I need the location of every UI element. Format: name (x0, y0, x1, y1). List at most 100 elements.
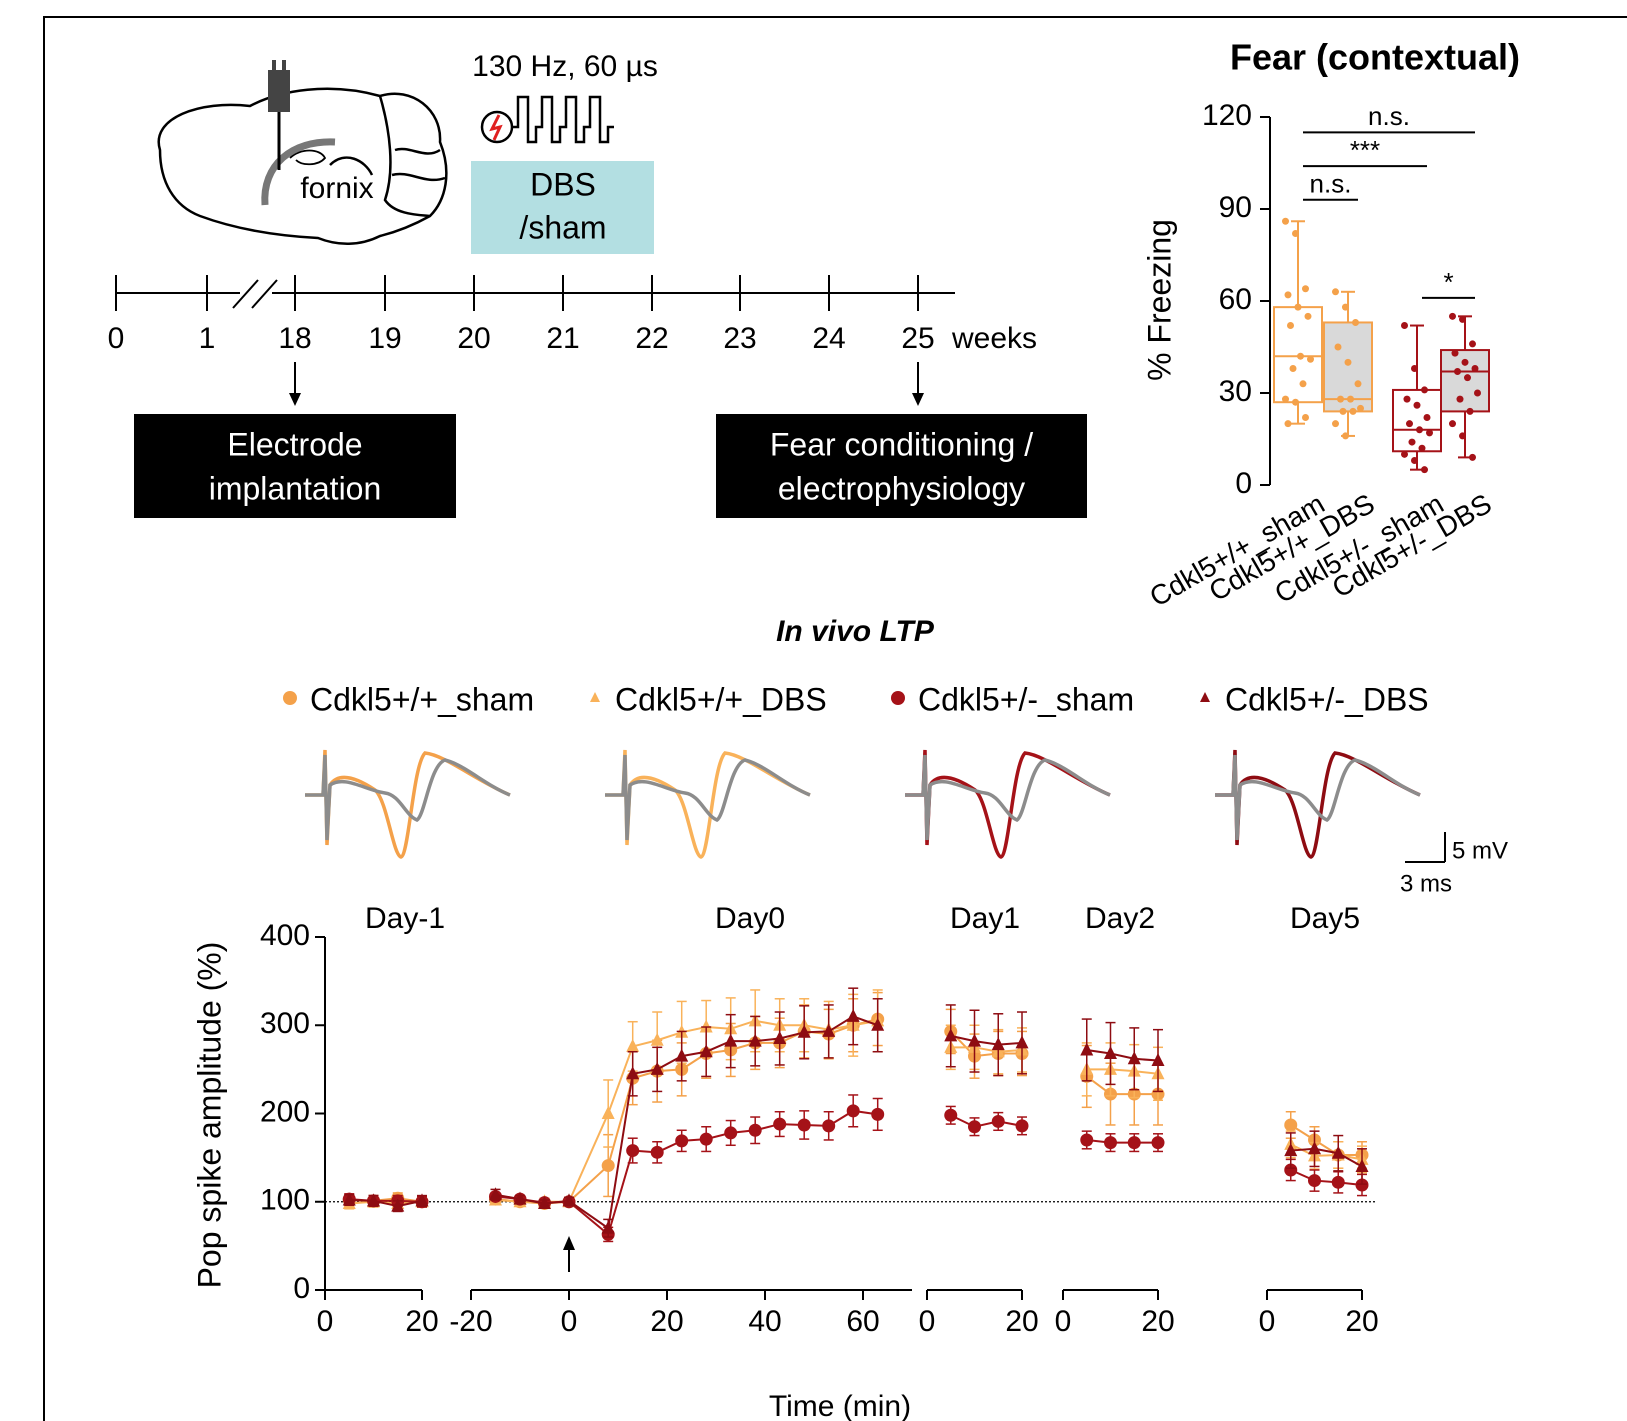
significance-label: n.s. (1368, 101, 1410, 131)
marker (991, 1037, 1005, 1051)
x-tick-label: 20 (405, 1305, 438, 1338)
series-line (349, 1198, 423, 1208)
series-line (1086, 1138, 1158, 1144)
y-tick-label: 120 (1202, 99, 1252, 132)
marker (1284, 1163, 1298, 1177)
event-label: implantation (209, 470, 382, 506)
data-point (1421, 466, 1428, 474)
series-line (495, 1018, 878, 1205)
marker (1284, 1118, 1298, 1132)
series-line (1086, 1075, 1158, 1096)
data-point (1349, 407, 1357, 415)
data-point (1426, 429, 1433, 437)
marker (601, 1220, 615, 1234)
data-point (1284, 420, 1292, 428)
electrode-head (268, 70, 290, 112)
x-tick-label: 60 (846, 1305, 879, 1338)
marker (1331, 1175, 1345, 1189)
data-point (1406, 420, 1413, 428)
data-point (1289, 364, 1297, 372)
data-point (1423, 414, 1431, 422)
marker (968, 1120, 981, 1134)
marker (991, 1114, 1005, 1128)
legend-label: Cdkl5+/-_DBS (1225, 681, 1429, 717)
marker (626, 1038, 640, 1052)
marker (724, 1126, 738, 1140)
data-point (1344, 358, 1352, 366)
data-point (1411, 364, 1418, 372)
x-tick-label: -20 (449, 1305, 492, 1338)
arrow-head (563, 1236, 575, 1250)
data-point (1461, 358, 1469, 366)
brain-schematic (157, 87, 448, 245)
x-tick-label: 0 (1055, 1305, 1072, 1338)
data-point (1464, 374, 1471, 382)
week-label: 1 (199, 322, 216, 355)
axis-break-gap (240, 285, 272, 301)
timeline-unit: weeks (951, 322, 1037, 355)
data-point (1302, 285, 1309, 293)
data-point (1469, 453, 1476, 461)
data-point (1332, 288, 1339, 296)
fornix-tract (261, 138, 336, 206)
treatment-box (471, 161, 654, 254)
data-point (1471, 364, 1479, 372)
marker (891, 691, 905, 705)
week-label: 0 (108, 322, 125, 355)
series-line (1290, 1147, 1363, 1168)
axis-break (251, 279, 278, 309)
panel-title: Day1 (950, 902, 1020, 935)
marker (513, 1191, 527, 1205)
data-point (1337, 395, 1344, 403)
marker (342, 1192, 356, 1206)
series-line (1086, 1048, 1159, 1062)
box (1392, 388, 1442, 453)
marker (1151, 1053, 1165, 1067)
data-point (1307, 355, 1314, 363)
marker (650, 1061, 664, 1075)
x-axis-label: Time (min) (769, 1390, 911, 1421)
trace-after (305, 749, 511, 859)
y-tick-label: 60 (1219, 283, 1252, 316)
marker (1308, 1141, 1321, 1155)
event-box (134, 414, 456, 518)
event-label: Electrode (227, 426, 362, 462)
x-tick-label: 0 (919, 1305, 936, 1338)
data-point (1347, 395, 1354, 403)
treatment-label: DBS (530, 166, 596, 202)
x-tick-label: 0 (561, 1305, 578, 1338)
y-tick-label: 100 (260, 1184, 310, 1217)
event-label: Fear conditioning / (770, 426, 1033, 462)
y-tick-label: 300 (260, 1007, 310, 1040)
marker (391, 1198, 405, 1212)
data-point (1474, 389, 1481, 397)
week-label: 23 (723, 322, 756, 355)
marker (1151, 1136, 1165, 1150)
y-axis-label: % Freezing (1141, 219, 1177, 381)
trace-after (905, 749, 1111, 859)
series-line (495, 1015, 879, 1230)
marker (846, 1104, 860, 1118)
week-label: 20 (457, 322, 490, 355)
marker (601, 1159, 615, 1173)
x-tick-label: 0 (1259, 1305, 1276, 1338)
data-point (1469, 340, 1476, 348)
pulse-train (512, 95, 614, 144)
x-tick-label: 20 (650, 1305, 683, 1338)
series-line (495, 1019, 878, 1203)
data-point (1421, 386, 1428, 394)
box-title: Fear (contextual) (1230, 37, 1520, 78)
marker (773, 1030, 787, 1044)
trace-before (305, 754, 511, 841)
panel-title: Day0 (715, 902, 785, 935)
x-tick-label: 20 (1005, 1305, 1038, 1338)
data-point (1287, 322, 1294, 330)
event-box (716, 414, 1087, 518)
marker (968, 1033, 981, 1047)
data-point (1456, 395, 1464, 403)
arrow-head (912, 393, 924, 406)
data-point (1294, 303, 1302, 311)
trace-after (605, 749, 811, 859)
y-tick-label: 200 (260, 1095, 310, 1128)
